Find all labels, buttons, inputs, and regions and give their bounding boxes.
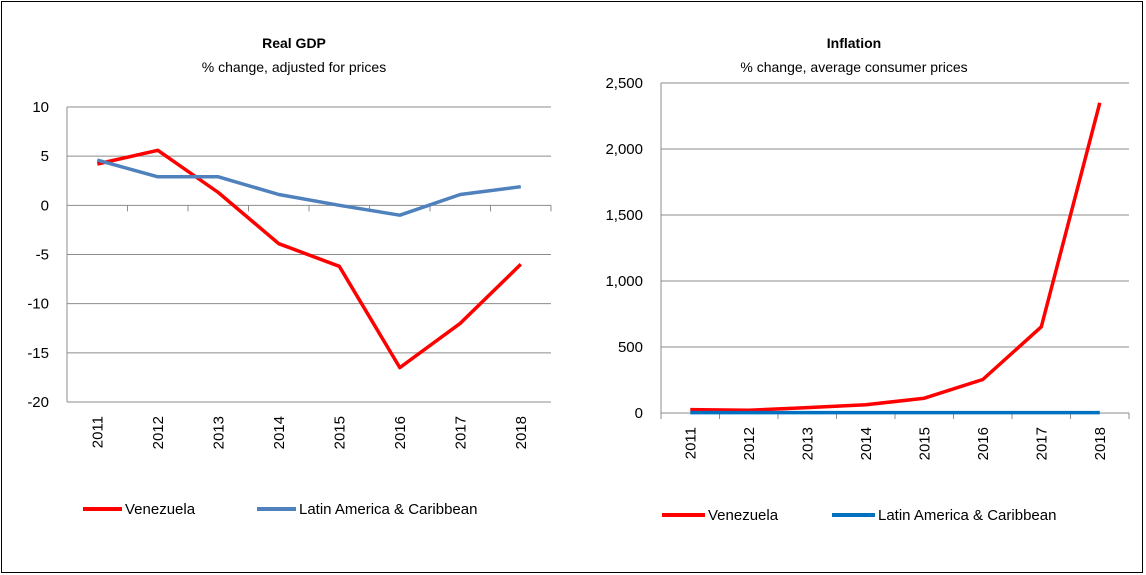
inflation-x-tick-label: 2011 [682,427,699,459]
inflation-y-tick-label: 2,500 [605,75,643,92]
inflation-legend: Venezuela Latin America & Caribbean [662,507,1056,524]
gdp-chart: Real GDP % change, adjusted for prices 1… [27,35,552,518]
gdp-legend-label-venezuela: Venezuela [125,501,196,518]
gdp-x-tick-label: 2017 [452,416,469,449]
gdp-x-tick-labels: 2011 2012 2013 2014 2015 2016 2017 2018 [89,416,530,449]
gdp-chart-title: Real GDP [262,35,326,51]
inflation-x-tick-label: 2015 [916,427,933,460]
inflation-x-tick-label: 2014 [858,427,875,460]
gdp-x-tick-label: 2015 [331,416,348,449]
gdp-series-line-venezuela [96,148,523,370]
gdp-y-tick-labels: 10 5 0 -5 -10 -15 -20 [27,99,49,411]
gdp-x-tick-label: 2012 [150,416,167,449]
inflation-y-tick-label: 0 [635,405,643,422]
inflation-x-tick-labels: 2011 2012 2013 2014 2015 2016 2017 2018 [682,427,1109,460]
gdp-y-tick-label: 0 [41,197,49,214]
gdp-series-line-latam [96,158,522,217]
gdp-x-tick-label: 2013 [210,416,227,449]
inflation-y-tick-labels: 2,500 2,000 1,500 1,000 500 0 [605,75,643,422]
inflation-x-tick-label: 2012 [741,427,758,460]
inflation-x-tick-label: 2016 [975,427,992,460]
gdp-x-tick-label: 2011 [89,416,106,448]
gdp-series-lines [96,148,523,370]
inflation-series-lines [690,102,1102,415]
inflation-y-tick-label: 1,500 [605,207,643,224]
inflation-x-tick-label: 2017 [1033,427,1050,460]
inflation-chart: Inflation % change, average consumer pri… [605,35,1130,524]
gdp-x-tick-label: 2014 [271,416,288,449]
gdp-y-tick-label: -20 [27,394,49,411]
gdp-x-tick-label: 2018 [513,416,530,449]
gdp-y-tick-label: -10 [27,296,49,313]
inflation-legend-label-latam: Latin America & Caribbean [878,507,1056,524]
gdp-legend: Venezuela Latin America & Caribbean [83,501,477,518]
gdp-gridlines [66,106,552,403]
inflation-y-tick-label: 500 [618,339,643,356]
inflation-legend-label-venezuela: Venezuela [708,507,779,524]
inflation-y-tick-label: 2,000 [605,141,643,158]
gdp-legend-label-latam: Latin America & Caribbean [299,501,477,518]
gdp-y-tick-label: 5 [41,148,49,165]
inflation-x-tick-label: 2013 [799,427,816,460]
inflation-gridlines [660,82,1130,419]
gdp-y-tick-label: 10 [32,99,49,116]
inflation-chart-subtitle: % change, average consumer prices [740,59,967,75]
inflation-y-tick-label: 1,000 [605,273,643,290]
inflation-chart-title: Inflation [827,35,881,51]
gdp-x-tick-label: 2016 [392,416,409,449]
inflation-series-line-venezuela [690,102,1102,412]
inflation-x-tick-label: 2018 [1092,427,1109,460]
gdp-y-tick-label: -5 [36,247,49,264]
gdp-y-tick-label: -15 [27,345,49,362]
gdp-chart-subtitle: % change, adjusted for prices [202,59,386,75]
